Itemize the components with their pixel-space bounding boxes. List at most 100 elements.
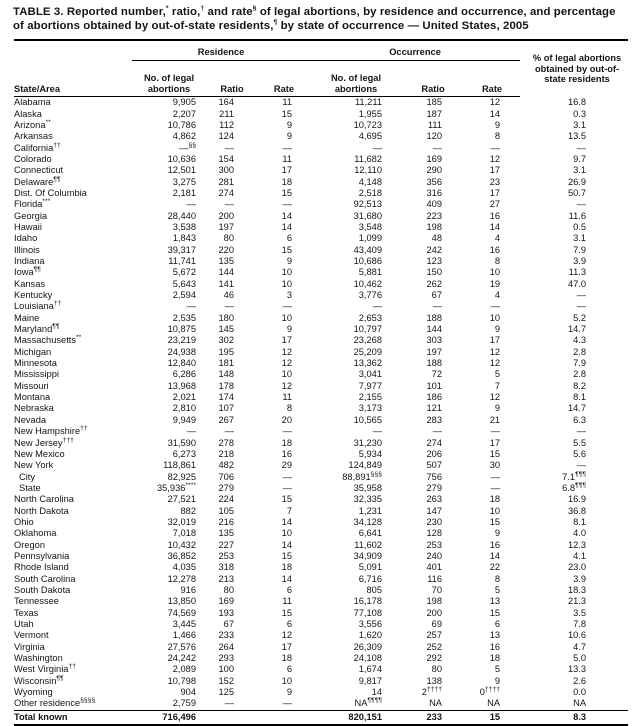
table-row: Wyoming 904 125 9 14 2†††† 0†††† 0.0	[14, 686, 628, 698]
value-cell: 0.5	[573, 221, 587, 232]
state-name-cell: Idaho	[14, 233, 38, 244]
value-cell: 263	[426, 494, 443, 505]
value-cell: 257	[426, 630, 443, 641]
value-cell: 4,695	[358, 131, 383, 142]
value-cell: 10	[281, 528, 293, 539]
value-cell: 356	[426, 176, 443, 187]
value-cell: 7,018	[172, 528, 196, 539]
state-name-cell: Maryland¶¶	[14, 322, 60, 335]
value-cell: 264	[218, 641, 234, 652]
value-cell: 5.2	[573, 312, 587, 323]
value-cell: 12	[281, 346, 293, 357]
value-cell: 6,273	[172, 448, 196, 459]
col-header-residence-number: No. of legal abortions	[132, 60, 206, 98]
value-cell: 100	[218, 664, 234, 675]
value-cell: 47.0	[567, 278, 587, 289]
value-cell: 15	[281, 550, 293, 561]
value-cell: 121	[426, 403, 443, 414]
value-cell: 120	[426, 131, 443, 142]
table-row: Vermont 1,466 233 12 1,620 257 13 10.6	[14, 630, 628, 641]
table-row: North Dakota 882 105 7 1,231 147 10 36.8	[14, 506, 628, 517]
value-cell: —§§	[179, 141, 196, 153]
value-cell: 14	[281, 539, 293, 550]
state-name-cell: Total known	[14, 709, 132, 725]
value-cell: 6	[286, 664, 293, 675]
value-cell: 8.1	[573, 516, 587, 527]
value-cell: —	[576, 290, 587, 301]
table-row: Washington 24,242 293 18 24,108 292 18 5.0	[14, 653, 628, 664]
value-cell: 27,576	[167, 641, 196, 652]
value-cell: 88,891§§§	[342, 470, 383, 482]
value-cell: 293	[218, 653, 234, 664]
value-cell: 138	[426, 675, 443, 686]
col-header-occurrence-rate: Rate	[464, 60, 521, 98]
value-cell: —	[224, 199, 234, 210]
value-cell: 4.7	[573, 641, 587, 652]
table-row: State 35,936**** 279 — 35,958 279 — 6.8¶¶¶	[14, 482, 628, 494]
value-cell: 16	[489, 210, 501, 221]
value-cell: 18	[281, 653, 293, 664]
table-row: Rhode Island 4,035 318 18 5,091 401 22 23.0	[14, 562, 628, 573]
value-cell: 13	[489, 596, 501, 607]
value-cell: 22	[489, 562, 501, 573]
value-cell: 230	[426, 516, 443, 527]
table-row: New Mexico 6,273 218 16 5,934 206 15 5.6	[14, 449, 628, 460]
value-cell: 10,875	[167, 324, 196, 335]
value-cell: 756	[426, 471, 443, 482]
value-cell: 187	[426, 108, 443, 119]
value-cell: —	[186, 301, 196, 312]
value-cell: 3,776	[358, 290, 383, 301]
value-cell: 213	[218, 573, 234, 584]
state-name-cell: Montana	[14, 392, 51, 403]
table-row: Kentucky 2,594 46 3 3,776 67 4 —	[14, 290, 628, 301]
value-cell: 240	[426, 550, 443, 561]
value-cell: 5,881	[358, 267, 383, 278]
col-header-residence-ratio: Ratio	[206, 60, 258, 98]
value-cell: 820,151	[310, 709, 403, 725]
value-cell: 3,275	[172, 176, 196, 187]
value-cell: NA¶¶¶¶	[354, 697, 383, 709]
value-cell: 35,958	[353, 482, 383, 493]
value-cell: 8	[494, 256, 501, 266]
value-cell: 77,108	[353, 607, 383, 618]
value-cell: 5	[494, 584, 501, 595]
table-row: Utah 3,445 67 6 3,556 69 6 7.8	[14, 619, 628, 630]
value-cell: 10,798	[167, 675, 196, 686]
value-cell: 72	[431, 369, 443, 380]
value-cell: 34,909	[353, 550, 383, 561]
value-cell: 14	[489, 221, 501, 232]
value-cell: 1,466	[172, 630, 196, 641]
table-row: Delaware¶¶ 3,275 281 18 4,148 356 23 26.9	[14, 176, 628, 188]
value-cell: 6.3	[573, 414, 587, 425]
value-cell: 18	[489, 494, 501, 505]
value-cell: 195	[218, 346, 234, 357]
value-cell: 15	[281, 108, 293, 119]
value-cell: 70	[431, 584, 443, 595]
value-cell: 17	[281, 335, 293, 346]
value-cell: 13.5	[567, 131, 587, 142]
value-cell: 11	[282, 153, 293, 164]
table-row: Ohio 32,019 216 14 34,128 230 15 8.1	[14, 517, 628, 528]
value-cell: 14	[489, 108, 501, 119]
value-cell: 32,019	[167, 516, 196, 527]
value-cell: —	[186, 426, 196, 437]
table-row: Massachusetts** 23,219 302 17 23,268 303 17 4.3	[14, 334, 628, 346]
state-name-cell: Connecticut	[14, 165, 64, 176]
table-row: City 82,925 706 — 88,891§§§ 756 — 7.1¶¶¶	[14, 470, 628, 483]
value-cell: 169	[218, 596, 234, 607]
value-cell: 290	[426, 165, 443, 176]
value-cell: 16	[489, 539, 501, 550]
value-cell: 7,977	[358, 380, 383, 391]
value-cell: 31,590	[167, 437, 196, 448]
value-cell: 27,521	[167, 494, 196, 505]
value-cell: 144	[218, 267, 234, 278]
table-row: New Jersey††† 31,590 278 18 31,230 274 17 5.5	[14, 437, 628, 449]
table-row: Hawaii 3,538 197 14 3,548 198 14 0.5	[14, 222, 628, 233]
state-name-cell: Indiana	[14, 256, 45, 266]
value-cell: 4.3	[573, 335, 587, 346]
value-cell: 16	[281, 448, 293, 459]
value-cell: 9	[286, 119, 293, 130]
value-cell: —	[432, 426, 443, 437]
value-cell: 152	[218, 675, 234, 686]
value-cell: 14	[281, 573, 293, 584]
